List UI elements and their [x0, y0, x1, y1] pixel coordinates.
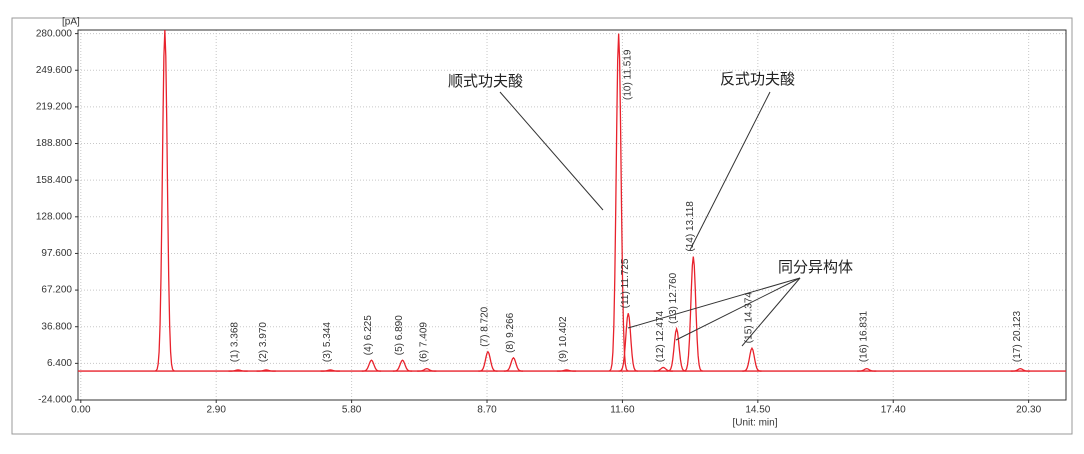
peak-label: (14) 13.118 — [685, 201, 696, 252]
peak-label: (1) 3.368 — [230, 322, 241, 362]
peak — [154, 30, 175, 372]
peak-label: (2) 3.970 — [258, 322, 269, 362]
x-tick-label: 5.80 — [342, 405, 362, 416]
leader-line — [741, 277, 801, 347]
peak-label: (15) 14.374 — [744, 292, 755, 344]
peak — [392, 359, 413, 372]
peak-label: (9) 10.402 — [558, 316, 569, 362]
x-tick-label: 20.30 — [1016, 405, 1041, 416]
x-tick-label: 8.70 — [477, 405, 497, 416]
y-tick-label: 219.200 — [36, 102, 73, 113]
peak-label: (13) 12.760 — [668, 272, 679, 324]
leader-line — [675, 277, 801, 341]
annotation: 顺式功夫酸 — [448, 73, 523, 90]
y-unit: [pA] — [62, 17, 80, 28]
x-tick-label: 0.00 — [71, 405, 91, 416]
x-tick-label: 11.60 — [610, 405, 635, 416]
outer-frame — [11, 17, 1073, 435]
x-tick-label: 2.90 — [206, 405, 226, 416]
peak — [503, 356, 524, 372]
y-tick-label: 36.800 — [41, 321, 72, 332]
y-tick-label: 280.000 — [36, 28, 73, 39]
peak — [666, 326, 687, 372]
peak — [361, 359, 382, 372]
x-tick-label: 14.50 — [745, 405, 770, 416]
peak-label: (4) 6.225 — [363, 315, 374, 355]
peak — [228, 369, 248, 372]
peak — [417, 367, 437, 372]
y-tick-label: -24.000 — [38, 395, 72, 406]
y-tick-label: 158.400 — [36, 175, 73, 186]
x-tick-label: 17.40 — [881, 405, 906, 416]
y-tick-label: 6.400 — [47, 358, 72, 369]
peak — [256, 369, 276, 372]
y-tick-label: 128.000 — [36, 211, 73, 222]
y-tick-label: 97.600 — [41, 248, 72, 259]
peak — [857, 367, 877, 372]
plot-area: 280.000 249.600 219.200 188.800 158.400 128.0… — [36, 28, 1067, 416]
leader-line — [499, 91, 604, 211]
peak — [320, 369, 340, 372]
y-tick-label: 188.800 — [36, 138, 73, 149]
peak — [683, 256, 704, 372]
peak-label: (6) 7.409 — [418, 322, 429, 362]
axes-frame — [77, 29, 1067, 401]
peak — [478, 350, 498, 372]
peak-label: (3) 5.344 — [322, 322, 333, 362]
annotation-lines — [499, 91, 801, 347]
peak-label: (11) 11.725 — [620, 258, 631, 308]
peak — [556, 369, 577, 372]
x-axis-label: [Unit: min] — [732, 418, 777, 429]
y-tick-label: 67.200 — [41, 285, 72, 296]
peak-label: (16) 16.831 — [858, 310, 869, 362]
peak-label: (10) 11.519 — [622, 49, 633, 100]
peak-label: (7) 8.720 — [480, 306, 491, 346]
peak-label: (17) 20.123 — [1012, 310, 1023, 362]
y-tick-label: 249.600 — [36, 65, 73, 76]
peak-label: (5) 6.890 — [394, 315, 405, 355]
peak-label: (8) 9.266 — [505, 312, 516, 352]
peak-label: (12) 12.474 — [655, 310, 666, 362]
annotation: 同分异构体 — [778, 259, 853, 276]
leader-line — [689, 91, 771, 251]
peak — [618, 313, 638, 372]
peak — [1010, 367, 1030, 372]
peak — [608, 33, 629, 372]
annotation: 反式功夫酸 — [720, 71, 795, 88]
peak — [742, 346, 762, 372]
leader-line — [627, 277, 801, 329]
